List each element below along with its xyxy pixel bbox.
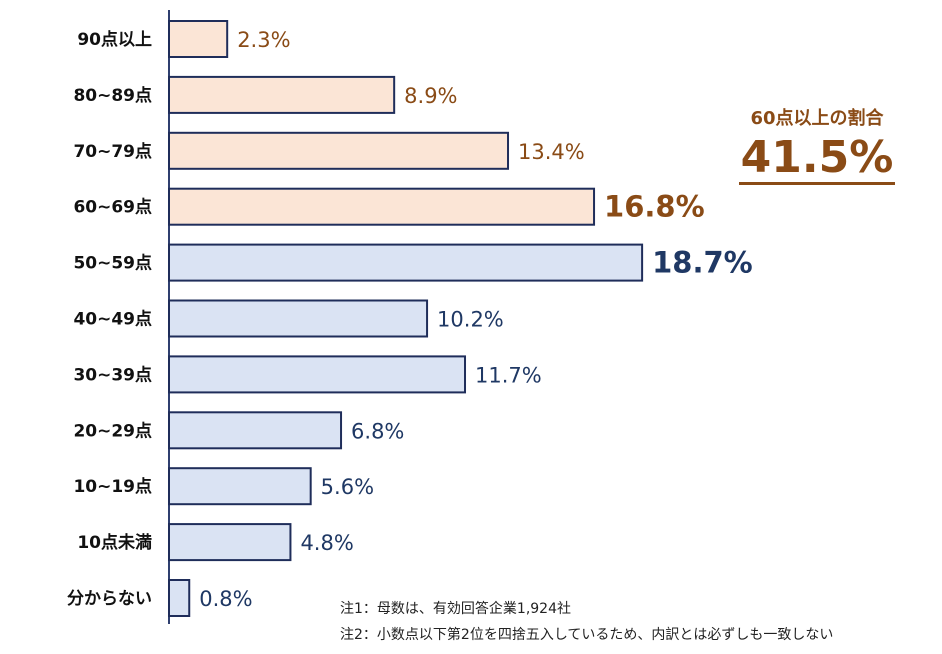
bar-5 xyxy=(168,299,429,338)
category-label-6: 30~39点 xyxy=(73,364,152,385)
value-label-9: 4.8% xyxy=(300,531,353,555)
bar-6 xyxy=(168,355,467,394)
value-label-5: 10.2% xyxy=(437,308,504,332)
value-label-1: 8.9% xyxy=(404,84,457,108)
category-label-7: 20~29点 xyxy=(73,420,152,441)
value-label-10: 0.8% xyxy=(199,587,252,611)
category-label-0: 90点以上 xyxy=(77,29,152,50)
category-label-1: 80~89点 xyxy=(73,85,152,106)
bar-1 xyxy=(168,75,396,114)
category-label-10: 分からない xyxy=(67,589,152,609)
note-2: 注2：小数点以下第2位を四捨五入しているため、内訳とは必ずしも一致しない xyxy=(340,627,834,643)
bar-2 xyxy=(168,131,510,170)
note-1: 注1：母数は、有効回答企業1,924社 xyxy=(340,601,571,617)
value-label-8: 5.6% xyxy=(321,475,374,499)
notes: 注1：母数は、有効回答企業1,924社 注2：小数点以下第2位を四捨五入している… xyxy=(340,596,833,648)
category-label-2: 70~79点 xyxy=(73,141,152,162)
bar-10 xyxy=(168,579,191,617)
summary-label: 60点以上の割合 xyxy=(750,108,884,129)
summary-box: 60点以上の割合 41.5% xyxy=(712,104,922,185)
value-label-2: 13.4% xyxy=(518,140,585,164)
category-label-4: 50~59点 xyxy=(73,253,152,274)
summary-value: 41.5% xyxy=(738,132,896,185)
value-label-0: 2.3% xyxy=(237,28,290,52)
category-label-8: 10~19点 xyxy=(73,476,152,497)
category-label-5: 40~49点 xyxy=(73,309,152,330)
bar-7 xyxy=(168,411,343,450)
bar-4 xyxy=(168,243,644,282)
value-label-4: 18.7% xyxy=(652,246,753,280)
category-label-9: 10点未満 xyxy=(77,532,152,553)
bar-0 xyxy=(168,20,229,58)
bars-group: 90点以上 2.3% 80~89点 8.9% 70~79点 13.4% 60~69点 16.8… xyxy=(67,20,753,617)
bar-9 xyxy=(168,523,292,562)
value-label-3: 16.8% xyxy=(604,190,705,224)
bar-8 xyxy=(168,467,312,506)
value-label-6: 11.7% xyxy=(475,363,542,387)
bar-3 xyxy=(168,187,596,226)
category-label-3: 60~69点 xyxy=(73,197,152,218)
value-label-7: 6.8% xyxy=(351,419,404,443)
